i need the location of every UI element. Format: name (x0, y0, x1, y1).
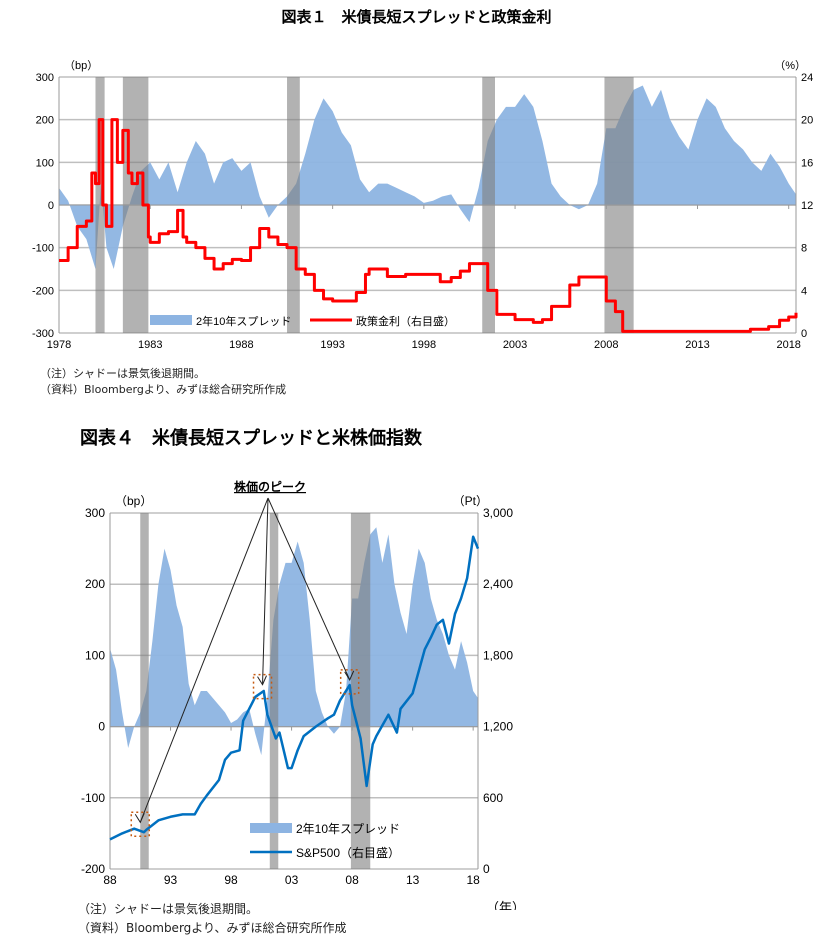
y-tick-label: 0 (48, 200, 54, 212)
arrow-head-icon (344, 670, 355, 681)
x-tick-label: 2003 (503, 339, 527, 351)
annotation-arrow (262, 497, 269, 685)
y-tick-label: -100 (81, 791, 105, 805)
annotation-label: 株価のピーク (234, 479, 306, 494)
chart1-title: 図表１ 米債長短スプレッドと政策金利 (281, 8, 552, 26)
y2-tick-label: 0 (483, 862, 490, 876)
chart2-title: 図表４ 米債長短スプレッドと米株価指数 (80, 428, 422, 449)
y2-tick-label: 3,000 (483, 506, 513, 520)
x-tick-label: 1983 (138, 339, 162, 351)
chart2-source: （資料）Bloombergより、みずほ総合研究所作成 (78, 921, 347, 935)
peak-marker (130, 811, 151, 838)
x-tick-label: 88 (103, 873, 117, 887)
x-tick-label: 98 (224, 873, 238, 887)
y2-tick-label: 8 (801, 243, 807, 255)
y2-tick-label: 16 (801, 157, 813, 169)
x-tick-label: 93 (164, 873, 178, 887)
x-tick-label: 13 (406, 873, 420, 887)
legend-spread-swatch (250, 823, 292, 833)
right-unit-label: （Pt） (453, 494, 488, 508)
x-tick-label: 1988 (229, 339, 253, 351)
line-series (59, 118, 798, 333)
legend-line-label: S&P500（右目盛） (296, 845, 400, 860)
left-unit-label: （bp） (64, 59, 98, 72)
y-tick-label: 300 (85, 506, 105, 520)
chart2-note: （注）シャドーは景気後退期間。 (78, 902, 259, 916)
y2-tick-label: 20 (801, 115, 813, 127)
recession-shade (140, 513, 149, 869)
peak-marker (252, 673, 273, 700)
y-tick-label: 200 (36, 115, 54, 127)
y2-tick-label: 1,200 (483, 720, 513, 734)
x-tick-label: 18 (466, 873, 480, 887)
y-tick-label: -200 (81, 862, 105, 876)
spread-area (59, 85, 796, 270)
peak-marker (339, 669, 360, 695)
legend-spread-swatch (150, 315, 192, 325)
y2-tick-label: 600 (483, 791, 503, 805)
x-tick-label: 1998 (412, 339, 436, 351)
arrow-head-icon (257, 675, 267, 686)
x-tick-label: 2018 (776, 339, 800, 351)
arrow-head-icon (134, 813, 145, 824)
x-tick-label: 1978 (47, 339, 71, 351)
y2-tick-label: 4 (801, 285, 807, 297)
x-tick-label: 03 (285, 873, 299, 887)
line-series (109, 535, 480, 841)
y-tick-label: -300 (32, 328, 54, 340)
recession-shade (350, 513, 371, 869)
x-tick-label: 08 (345, 873, 359, 887)
y2-tick-label: 2,400 (483, 577, 513, 591)
y-tick-label: 300 (36, 72, 54, 84)
x-tick-label: 2013 (685, 339, 709, 351)
y-tick-label: 0 (98, 720, 105, 734)
left-unit-label: （bp） (115, 494, 152, 508)
chart2: 300 3,000 200 2,400 100 1,800 0 1,200 -100 600 -20… (81, 479, 525, 910)
legend-line-label: 政策金利（右目盛） (356, 314, 455, 328)
chart1-note: （注）シャドーは景気後退期間。 (40, 367, 205, 380)
recession-shade (269, 513, 279, 869)
right-unit-label: （%） (774, 59, 806, 72)
x-tick-label: 1993 (320, 339, 344, 351)
x-tick-label: 2008 (594, 339, 618, 351)
y-tick-label: 100 (36, 157, 54, 169)
chart1: 300 24 200 20 100 16 0 12 -100 8 -200 4 -300 0 1978 198… (32, 59, 813, 351)
y-tick-label: -200 (32, 285, 54, 297)
y2-tick-label: 12 (801, 200, 813, 212)
x-unit-label: （年） (486, 900, 525, 910)
y2-tick-label: 24 (801, 72, 813, 84)
legend-spread-label: 2年10年スプレッド (196, 314, 291, 328)
y-tick-label: 200 (85, 577, 105, 591)
annotation-arrow (267, 497, 351, 681)
y2-tick-label: 1,800 (483, 648, 513, 662)
y2-tick-label: 0 (801, 328, 807, 340)
annotation-arrow (139, 497, 269, 823)
chart1-source: （資料）Bloombergより、みずほ総合研究所作成 (40, 383, 287, 396)
y-tick-label: -100 (32, 243, 54, 255)
legend-spread-label: 2年10年スプレッド (296, 822, 400, 836)
spread-area (110, 527, 478, 756)
y-tick-label: 100 (85, 648, 105, 662)
